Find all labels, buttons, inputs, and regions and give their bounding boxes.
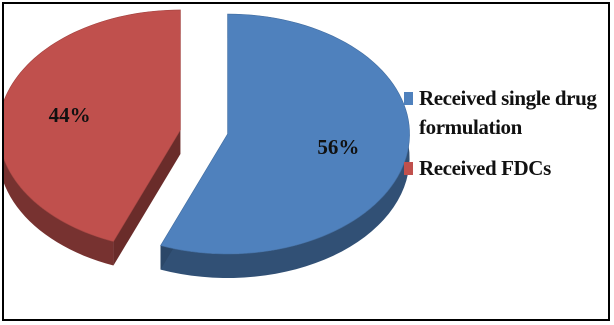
legend-swatch-fdcs — [404, 162, 413, 175]
pie-slice-received-fdcs — [4, 9, 181, 242]
data-label-received-fdcs: 44% — [49, 103, 91, 127]
data-label-received-single-drug-formulation: 56% — [317, 135, 359, 159]
pie-side-received-single-drug-formulation — [160, 14, 410, 278]
pie-slice-received-single-drug-formulation — [160, 13, 410, 255]
chart-frame: 56% 44% Received single drug formulation … — [2, 2, 610, 321]
legend-swatch-single-drug — [404, 92, 413, 105]
legend-label-single-drug: Received single drug formulation — [419, 86, 597, 139]
pie-cut-received-fdcs-0 — [113, 129, 181, 266]
chart-legend: Received single drug formulation Receive… — [404, 84, 608, 195]
pie-chart: 56% 44% — [4, 9, 410, 278]
legend-item-single-drug: Received single drug formulation — [404, 84, 608, 142]
legend-item-fdcs: Received FDCs — [404, 154, 608, 183]
legend-label-fdcs: Received FDCs — [419, 156, 551, 180]
